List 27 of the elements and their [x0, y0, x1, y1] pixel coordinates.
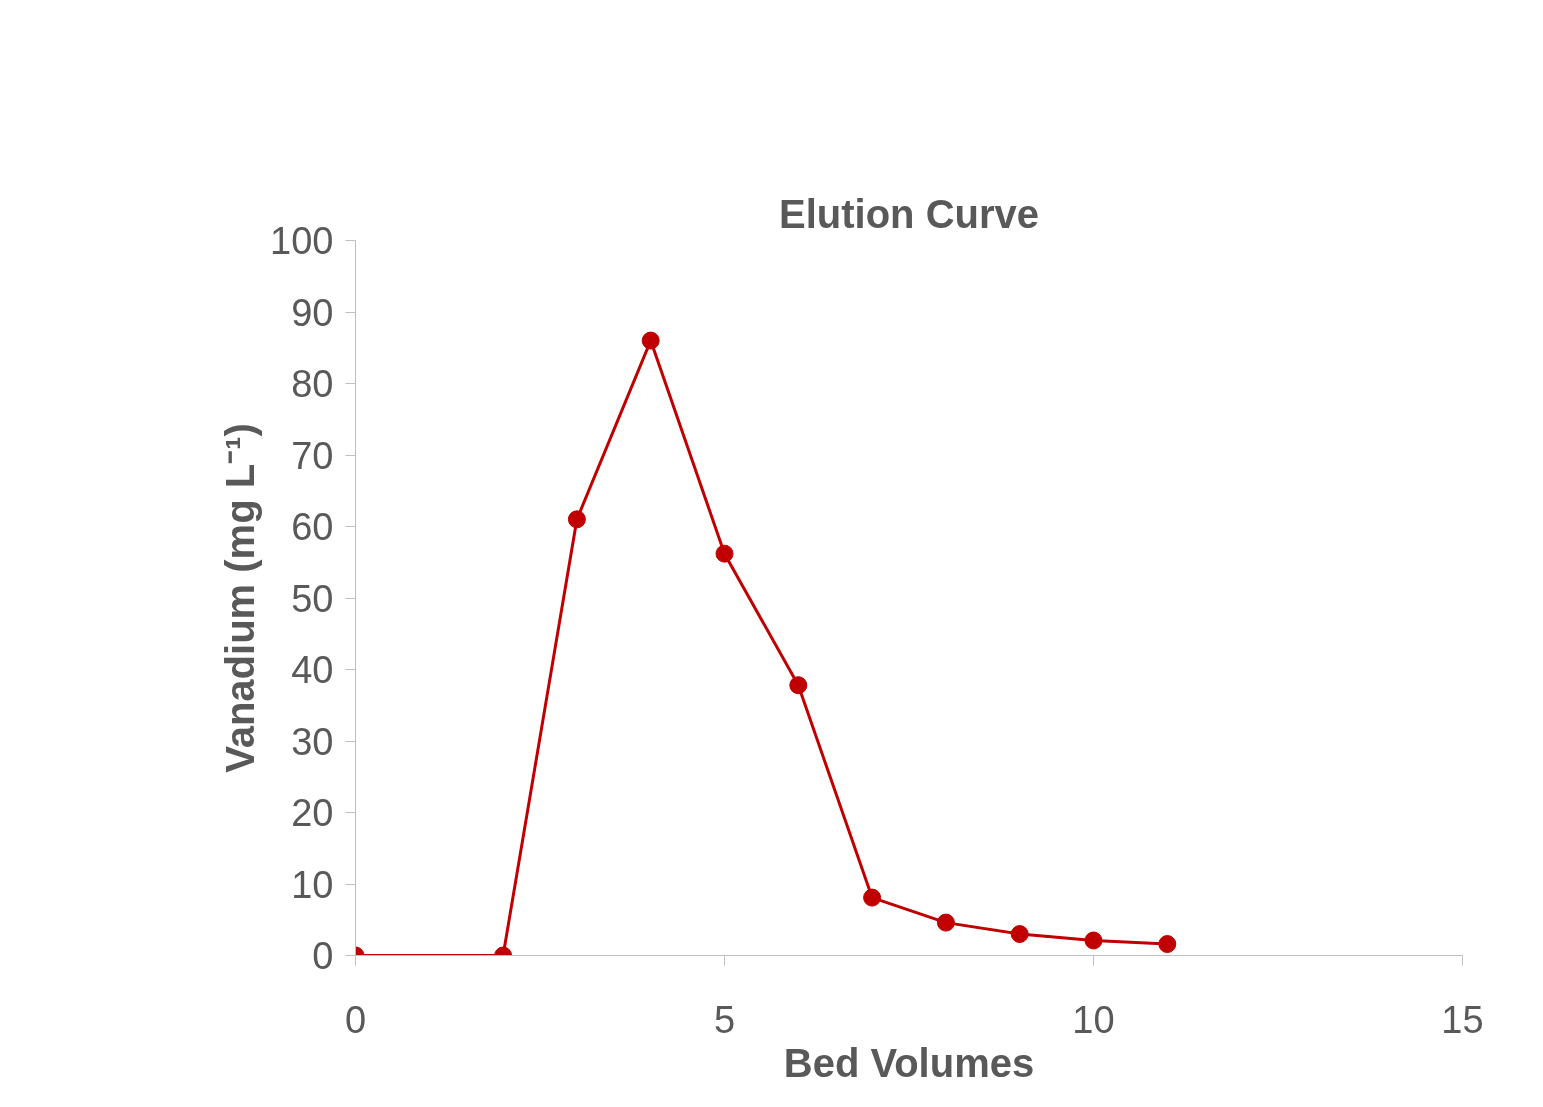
x-tick-label: 5 — [713, 998, 736, 1041]
y-tick-label: 100 — [270, 220, 334, 262]
y-tick-label: 10 — [291, 863, 334, 906]
x-tick-label: 15 — [1441, 998, 1484, 1041]
y-axis-title: Vanadium (mg L⁻¹) — [218, 423, 263, 773]
x-tick-label: 0 — [344, 998, 367, 1041]
y-tick-label: 60 — [291, 506, 334, 548]
point — [1158, 935, 1177, 954]
point — [863, 888, 882, 907]
y-tick-label: 70 — [291, 434, 334, 477]
x-axis-title: Bed Volumes — [783, 1040, 1035, 1085]
point — [1084, 931, 1103, 950]
point — [567, 510, 586, 529]
y-tick-label: 50 — [291, 577, 334, 620]
point — [1010, 925, 1029, 944]
point — [641, 331, 660, 350]
y-tick-label: 30 — [291, 720, 334, 763]
y-tick-label: 90 — [291, 291, 334, 334]
y-tick-label: 20 — [291, 792, 334, 834]
y-tick-label: 40 — [291, 649, 334, 691]
chart-title: Elution Curve — [778, 191, 1040, 236]
point — [789, 676, 808, 695]
x-tick-label: 10 — [1072, 998, 1115, 1041]
y-tick-label: 80 — [291, 363, 334, 405]
y-tick-label: 0 — [312, 935, 334, 977]
point — [715, 544, 734, 563]
point — [936, 913, 955, 932]
